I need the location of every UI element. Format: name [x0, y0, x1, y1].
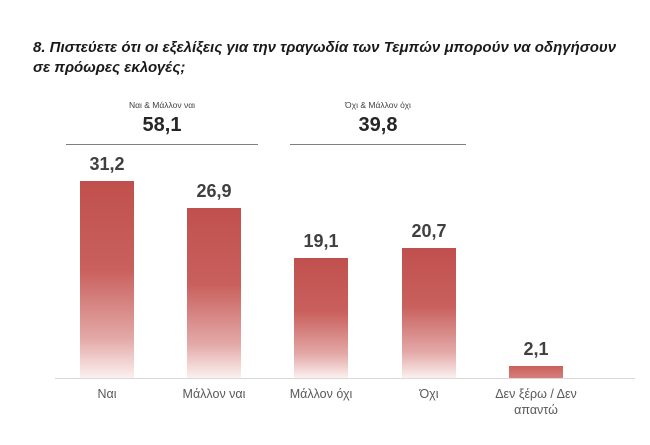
chart-title: 8. Πιστεύετε ότι οι εξελίξεις για την τρ…	[33, 39, 617, 76]
category-label: Μάλλον όχι	[289, 387, 353, 401]
bar-value-label: 31,2	[89, 154, 125, 174]
bar-mallon-ochi	[294, 258, 348, 378]
bar-value-label: 26,9	[196, 181, 232, 201]
category-label: Όχι	[419, 387, 439, 401]
bar-ochi	[402, 248, 456, 378]
bar-value-label: 2,1	[523, 339, 549, 359]
x-axis-line	[55, 378, 635, 379]
group-label: Όχι & Μάλλον όχι	[345, 100, 411, 110]
bar-value-label: 20,7	[411, 221, 447, 241]
group-label: Ναι & Μάλλον ναι	[128, 100, 196, 110]
group-no-total: Όχι & Μάλλον όχι 39,8	[290, 100, 466, 145]
bar-mallon-nai	[187, 208, 241, 378]
bar-den-xero	[509, 366, 563, 378]
category-label: Ναι	[97, 387, 117, 401]
group-divider	[66, 144, 258, 145]
category-label: Δεν ξέρω / Δεν απαντώ	[495, 387, 577, 417]
group-value: 39,8	[358, 114, 398, 136]
bar-value-label: 19,1	[303, 231, 339, 251]
bar-nai	[80, 181, 134, 378]
group-divider	[290, 144, 466, 145]
category-label: Μάλλον ναι	[182, 387, 246, 401]
group-yes-total: Ναι & Μάλλον ναι 58,1	[66, 100, 258, 145]
group-value: 58,1	[142, 114, 182, 136]
